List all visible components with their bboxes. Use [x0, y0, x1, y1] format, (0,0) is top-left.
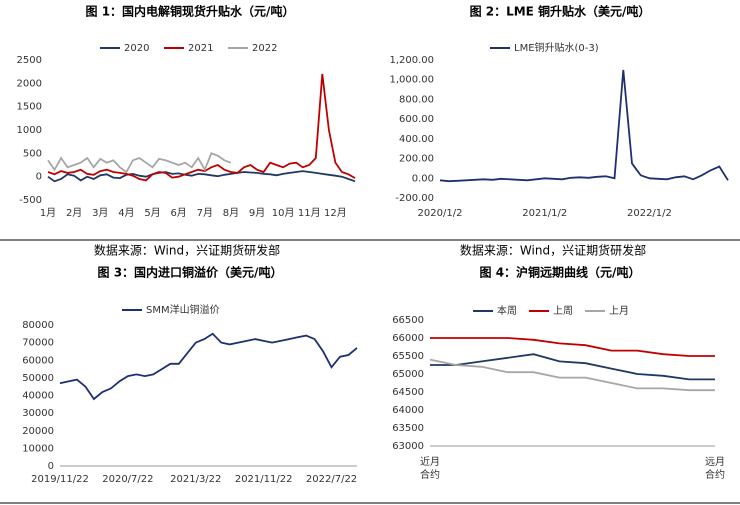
series-line: [430, 353, 715, 381]
legend-label: 本周: [497, 304, 517, 317]
x-tick-label: 10月: [272, 207, 295, 219]
y-tick-label: 66000: [392, 333, 424, 344]
y-tick-label: 400.00: [399, 134, 434, 145]
y-tick-label: 40000: [22, 391, 54, 402]
x-tick-label: 2021/3/22: [170, 474, 221, 485]
legend-label: 上周: [553, 305, 573, 317]
x-tick-label: 远月合约: [705, 457, 725, 481]
y-tick-label: 70000: [22, 338, 54, 349]
y-tick-label: 600.00: [399, 114, 434, 125]
legend-label: 2020: [124, 43, 149, 54]
legend-label: 上月: [609, 305, 629, 317]
y-tick-label: 64000: [392, 405, 424, 416]
chart-title: 图 3：国内进口铜溢价（美元/吨）: [98, 265, 283, 280]
y-tick-label: 66500: [392, 315, 424, 326]
legend-label: 2022: [252, 43, 277, 54]
x-tick-label: 5月: [144, 207, 160, 219]
y-tick-label: 10000: [22, 443, 54, 454]
x-tick-label: 3月: [92, 207, 108, 219]
series-line: [47, 170, 356, 183]
chart-title: 图 4：沪铜远期曲线（元/吨）: [480, 265, 641, 280]
y-tick-label: -500: [19, 195, 42, 206]
x-tick-label: 7月: [197, 207, 213, 219]
y-tick-label: 65000: [392, 369, 424, 380]
series-line: [47, 152, 232, 174]
x-tick-label: 2022/1/2: [627, 208, 672, 219]
chart-title: 图 2：LME 铜升贴水（美元/吨）: [470, 4, 651, 19]
chart-title: 图 1：国内电解铜现货升贴水（元/吨）: [86, 4, 295, 19]
y-tick-label: 65500: [392, 351, 424, 362]
series-line: [47, 73, 356, 182]
source-note: 数据来源：Wind，兴证期货研发部: [94, 243, 280, 258]
y-tick-label: 50000: [22, 373, 54, 384]
x-tick-label: 6月: [170, 207, 186, 219]
x-tick-label: 1月: [40, 207, 56, 219]
x-tick-label: 2022/7/22: [306, 474, 357, 485]
x-tick-label: 2021/11/22: [235, 474, 293, 485]
x-tick-label: 12月: [324, 207, 347, 219]
y-tick-label: 30000: [22, 408, 54, 419]
series-line: [430, 337, 715, 357]
x-tick-label: 4月: [118, 207, 134, 219]
x-tick-label: 近月合约: [420, 457, 440, 481]
x-tick-label: 2020/1/2: [418, 208, 463, 219]
legend-label: 2021: [188, 43, 213, 54]
y-tick-label: 0: [48, 461, 54, 472]
x-tick-label: 2020/7/22: [102, 474, 153, 485]
y-tick-label: 200.00: [399, 154, 434, 165]
y-tick-label: 1,200.00: [389, 55, 434, 66]
series-line: [439, 69, 729, 183]
y-tick-label: 1500: [17, 102, 42, 113]
y-tick-label: -200.00: [395, 193, 434, 204]
y-tick-label: 60000: [22, 355, 54, 366]
legend-label: SMM洋山铜溢价: [146, 303, 220, 316]
y-tick-label: 0: [36, 172, 42, 183]
legend-label: LME铜升贴水(0-3): [514, 41, 599, 54]
y-tick-label: 1,000.00: [389, 75, 434, 86]
y-tick-label: 63500: [392, 423, 424, 434]
y-tick-label: 80000: [22, 320, 54, 331]
y-tick-label: 63000: [392, 441, 424, 452]
x-tick-label: 9月: [249, 207, 265, 219]
x-tick-label: 2月: [66, 207, 82, 219]
x-tick-label: 11月: [298, 207, 321, 219]
series-line: [429, 358, 715, 392]
y-tick-label: 800.00: [399, 94, 434, 105]
y-tick-label: 2500: [17, 55, 42, 66]
x-tick-label: 8月: [223, 207, 239, 219]
y-tick-label: 1000: [17, 125, 42, 136]
x-tick-label: 2021/1/2: [522, 208, 567, 219]
y-tick-label: 0.00: [412, 173, 434, 184]
y-tick-label: 500: [23, 148, 42, 159]
y-tick-label: 20000: [22, 426, 54, 437]
series-line: [59, 332, 358, 401]
source-note: 数据来源：Wind，兴证期货研发部: [460, 243, 646, 258]
y-tick-label: 64500: [392, 387, 424, 398]
y-tick-label: 2000: [17, 78, 42, 89]
x-tick-label: 2019/11/22: [31, 474, 89, 485]
